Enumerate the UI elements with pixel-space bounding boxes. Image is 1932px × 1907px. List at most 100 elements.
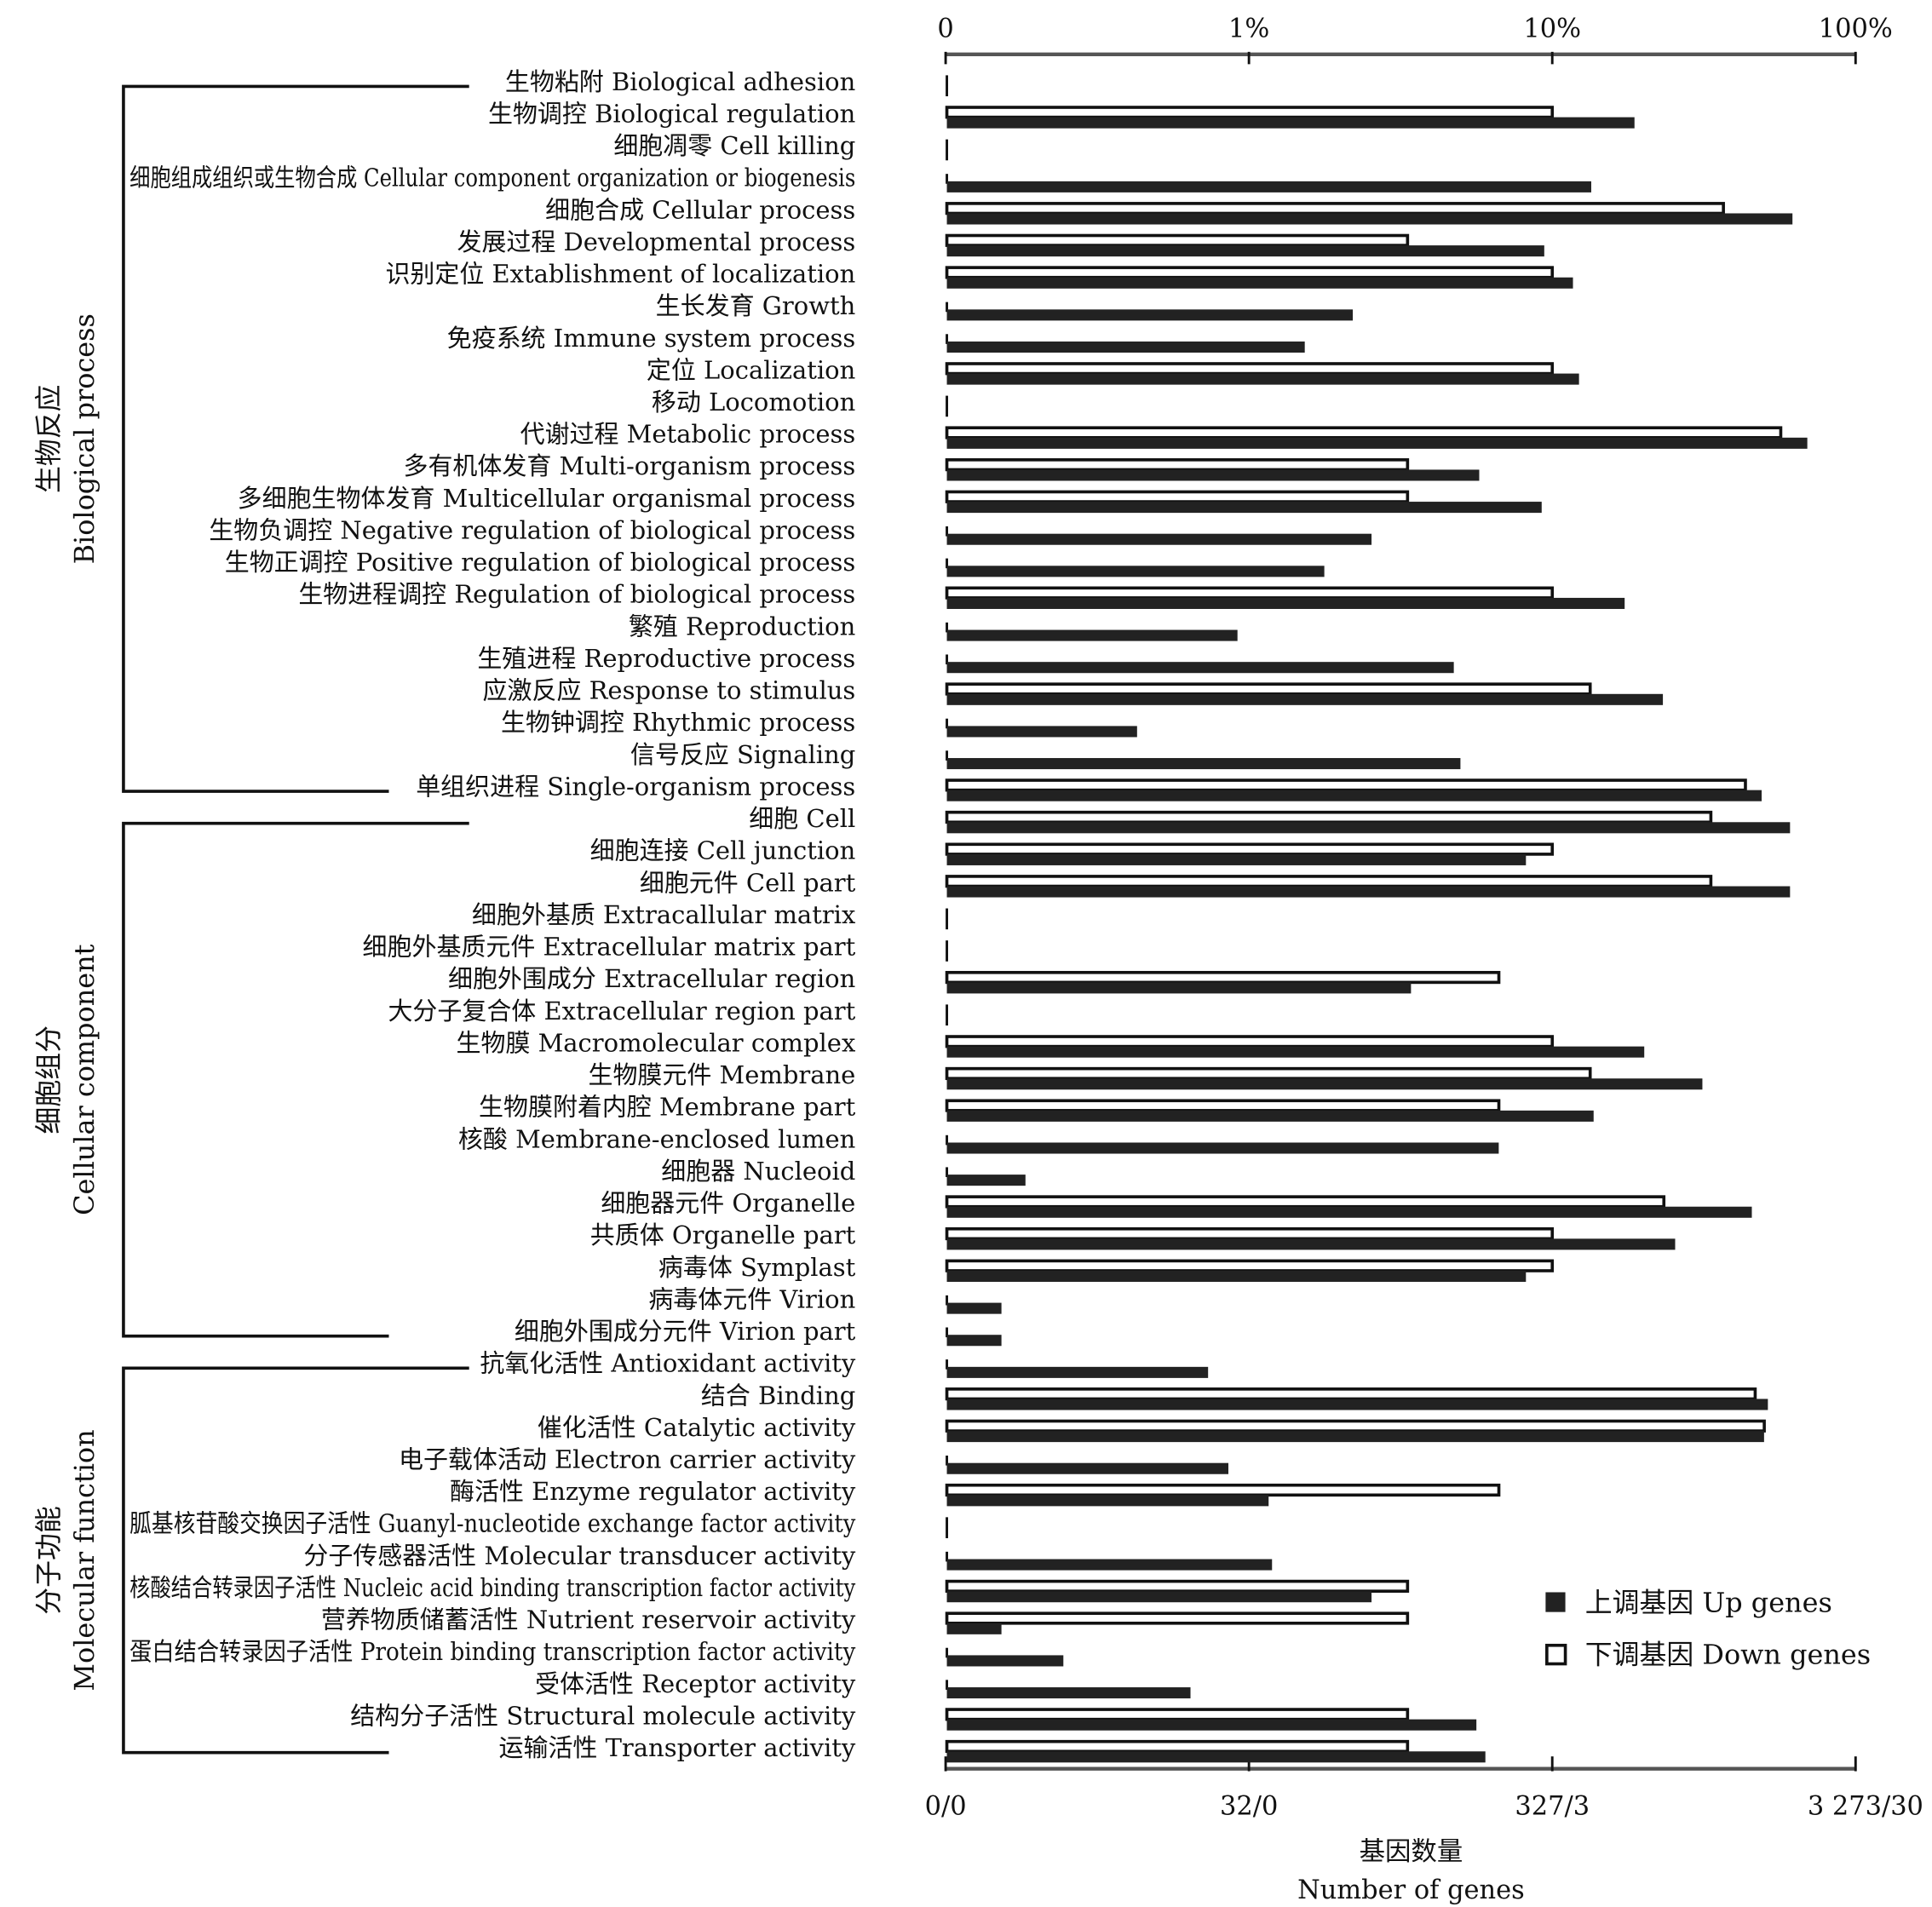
up-genes-bar xyxy=(946,1175,1026,1186)
category-label: 营养物质储蓄活性 Nutrient reservoir activity xyxy=(321,1605,856,1634)
group-label-en: Molecular function xyxy=(68,1429,101,1691)
category-label: 核酸结合转录因子活性 Nucleic acid binding transcri… xyxy=(129,1573,856,1602)
down-genes-bar xyxy=(945,1259,1555,1272)
down-genes-bar xyxy=(945,426,1783,439)
down-genes-bar xyxy=(945,233,1410,247)
up-genes-bar xyxy=(946,1366,1209,1378)
legend: 上调基因 Up genes 下调基因 Down genes xyxy=(1545,1587,1871,1671)
group-bracket xyxy=(122,1366,469,1755)
up-genes-bar xyxy=(946,1591,1372,1603)
category-label: 结构分子活性 Structural molecule activity xyxy=(350,1701,856,1730)
up-genes-bar xyxy=(946,822,1791,834)
up-genes-bar xyxy=(946,597,1625,609)
down-genes-bar xyxy=(945,842,1555,856)
category-label: 信号反应 Signaling xyxy=(630,740,855,769)
down-genes-bar xyxy=(945,1708,1410,1721)
category-label: 结合 Binding xyxy=(701,1381,855,1410)
category-labels: 生物粘附 Biological adhesion 生物调控 Biological … xyxy=(129,67,856,1762)
group-label-cn: 生物反应 xyxy=(32,385,65,493)
group-label-cn: 细胞组分 xyxy=(32,1025,65,1134)
category-label: 生物正调控 Positive regulation of biological … xyxy=(225,548,856,577)
category-label: 蛋白结合转录因子活性 Protein binding transcription… xyxy=(129,1637,856,1666)
legend-label-down: 下调基因 Down genes xyxy=(1585,1639,1871,1671)
up-genes-bar xyxy=(946,1046,1645,1058)
group-bracket xyxy=(122,821,469,1338)
down-genes-bar xyxy=(945,106,1555,119)
group-label-cn: 分子功能 xyxy=(32,1506,65,1615)
bars xyxy=(945,75,1808,1763)
group-label-en: Cellular component xyxy=(68,944,101,1215)
up-genes-bar xyxy=(946,1751,1486,1763)
top-tick-label: 100% xyxy=(1819,14,1893,43)
up-genes-bar xyxy=(946,566,1325,577)
up-genes-bar xyxy=(946,245,1544,257)
down-genes-bar xyxy=(945,458,1410,472)
up-genes-bar xyxy=(946,693,1664,705)
category-label: 细胞 Cell xyxy=(749,804,855,833)
category-label: 细胞合成 Cellular process xyxy=(545,195,855,224)
category-label: 胍基核苷酸交换因子活性 Guanyl-nucleotide exchange f… xyxy=(129,1509,856,1538)
category-label: 生物膜附着内腔 Membrane part xyxy=(479,1093,856,1122)
category-label: 细胞外基质 Extracallular matrix xyxy=(472,900,855,929)
category-label: 多细胞生物体发育 Multicellular organismal proces… xyxy=(238,484,856,513)
category-label: 细胞凋零 Cell killing xyxy=(613,131,855,160)
down-genes-bar xyxy=(945,682,1592,696)
category-label: 代谢过程 Metabolic process xyxy=(520,420,856,449)
category-label: 抗氧化活性 Antioxidant activity xyxy=(480,1349,856,1378)
up-genes-bar xyxy=(946,502,1542,514)
category-label: 生殖进程 Reproductive process xyxy=(477,644,855,673)
up-genes-bar xyxy=(946,1559,1273,1571)
category-label: 生物进程调控 Regulation of biological process xyxy=(298,580,855,609)
down-genes-bar xyxy=(945,1099,1501,1112)
group-bracket xyxy=(122,84,469,793)
x-axis-title-cn: 基因数量 xyxy=(1360,1837,1463,1867)
down-genes-bar xyxy=(945,1226,1555,1241)
up-genes-bar xyxy=(946,277,1573,289)
group-label-en: Biological process xyxy=(68,313,101,564)
up-genes-bar xyxy=(946,181,1591,192)
category-label: 细胞组成组织或生物合成 Cellular component organizat… xyxy=(129,164,855,192)
up-genes-bar xyxy=(946,790,1762,801)
category-label: 细胞器元件 Organelle xyxy=(601,1189,855,1218)
down-genes-bar xyxy=(945,266,1555,279)
down-genes-bar xyxy=(945,1419,1766,1433)
down-genes-bar xyxy=(945,202,1725,215)
up-genes-bar xyxy=(946,1238,1676,1250)
category-label: 生物调控 Biological regulation xyxy=(488,99,855,128)
category-label: 病毒体元件 Virion xyxy=(648,1284,855,1313)
category-label: 病毒体 Symplast xyxy=(658,1253,856,1282)
category-label: 分子传感器活性 Molecular transducer activity xyxy=(303,1541,856,1570)
category-label: 多有机体发育 Multi-organism process xyxy=(403,451,855,480)
down-genes-bar xyxy=(945,1739,1410,1754)
down-genes-bar xyxy=(945,1579,1410,1593)
category-label: 受体活性 Receptor activity xyxy=(535,1669,856,1698)
category-label: 核酸 Membrane-enclosed lumen xyxy=(458,1124,855,1153)
up-genes-bar xyxy=(946,662,1454,674)
category-groups: 生物反应 Biological process 细胞组分 Cellular compo… xyxy=(32,84,469,1755)
category-label: 酶活性 Enzyme regulator activity xyxy=(450,1477,856,1506)
category-label: 细胞连接 Cell junction xyxy=(590,836,856,865)
up-genes-bar xyxy=(946,1719,1477,1731)
up-genes-bar xyxy=(946,341,1305,353)
down-genes-bar xyxy=(945,1387,1757,1401)
up-genes-bar xyxy=(946,886,1791,898)
down-genes-bar xyxy=(945,586,1555,600)
up-genes-bar xyxy=(946,1142,1499,1154)
bottom-tick-label: 3 273/30 xyxy=(1808,1791,1923,1821)
up-genes-bar xyxy=(946,117,1635,129)
category-label: 免疫系统 Immune system process xyxy=(447,324,856,353)
category-label: 细胞元件 Cell part xyxy=(640,868,856,897)
up-genes-bar xyxy=(946,469,1480,481)
bottom-tick-label: 32/0 xyxy=(1220,1791,1278,1821)
bottom-tick-label: 0/0 xyxy=(925,1791,967,1821)
down-genes-bar xyxy=(945,1066,1592,1081)
bottom-tick-label: 327/3 xyxy=(1515,1791,1590,1821)
up-genes-bar xyxy=(946,629,1238,641)
up-genes-bar xyxy=(946,213,1793,225)
category-label: 大分子复合体 Extracellular region part xyxy=(388,997,855,1025)
down-genes-bar xyxy=(945,1195,1666,1209)
axes: 0 0/0 1% 32/0 10% 327/3 100% 3 273/30 基因数量 Number… xyxy=(925,14,1923,1904)
category-label: 生物负调控 Negative regulation of biological … xyxy=(209,515,855,544)
down-genes-bar xyxy=(945,778,1747,792)
